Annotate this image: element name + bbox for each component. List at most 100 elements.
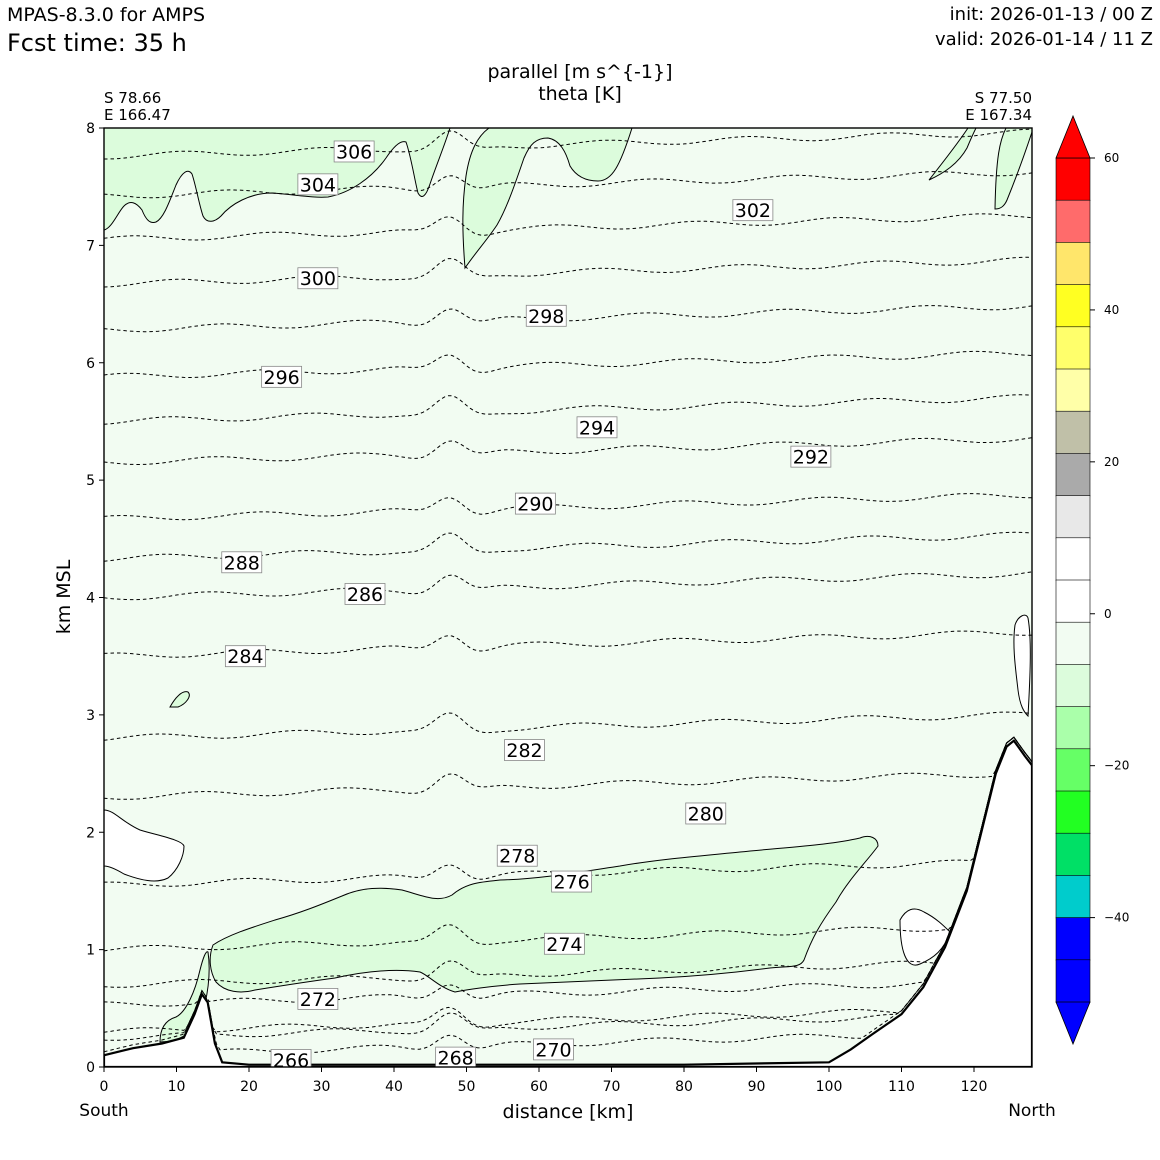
wind-shade-top-right-edge	[994, 128, 1032, 210]
theta-label-280: 280	[688, 803, 724, 825]
colorbar-segment-9	[1055, 537, 1091, 581]
theta-label-296: 296	[263, 367, 299, 389]
x-tick-label-70: 70	[603, 1079, 621, 1095]
colorbar-segment-10	[1055, 579, 1091, 623]
colorbar-segment-14	[1055, 748, 1091, 792]
theta-label-box-296	[261, 365, 303, 388]
theta-label-box-266	[270, 1049, 312, 1067]
theta-label-box-290	[514, 492, 556, 515]
x-tick-label-100: 100	[816, 1079, 843, 1095]
theta-label-box-286	[344, 583, 386, 605]
colorbar-segment-5	[1055, 368, 1091, 412]
y-tick-label-7: 7	[86, 238, 95, 254]
theta-isentrope-274	[104, 736, 1032, 988]
colorbar-segment-4	[1055, 326, 1091, 370]
y-tick-label-6: 6	[86, 356, 95, 372]
colorbar-segment-0	[1055, 157, 1091, 201]
forecast-time: Fcst time: 35 h	[7, 29, 187, 57]
colorbar-segment-2	[1055, 242, 1091, 286]
y-axis-label: km MSL	[53, 559, 75, 634]
wind-clear-left	[104, 809, 185, 882]
theta-label-272: 272	[300, 989, 336, 1011]
colorbar-segment-1	[1055, 199, 1091, 244]
theta-label-box-268	[435, 1046, 477, 1067]
x-tick-label-80: 80	[675, 1079, 693, 1095]
colorbar-segment-13	[1055, 706, 1091, 750]
theta-label-304: 304	[300, 174, 336, 196]
theta-label-298: 298	[528, 306, 564, 328]
theta-label-box-280	[685, 802, 727, 825]
colorbar-segment-17	[1055, 875, 1091, 919]
colorbar-segment-3	[1055, 284, 1091, 328]
theta-label-300: 300	[300, 268, 336, 290]
wind-shade-low-level-jet	[209, 835, 879, 993]
y-axis-ticks: 0 1 2 3 4 5 6 7 8	[86, 121, 104, 1076]
colorbar-segment-11	[1055, 621, 1091, 666]
x-tick-label-10: 10	[168, 1079, 186, 1095]
colorbar-tick-label-4: −20	[1104, 759, 1129, 773]
theta-label-box-270	[533, 1038, 574, 1061]
theta-label-270: 270	[535, 1039, 571, 1061]
x-axis-ticks: 0 10 20 30 40 50 60 70 80 90 100 110 120	[100, 1067, 987, 1095]
theta-label-box-298	[525, 304, 567, 327]
colorbar-segment-15	[1055, 790, 1091, 834]
x-axis-label: distance [km]	[503, 1101, 634, 1123]
theta-label-box-288	[221, 551, 263, 574]
theta-label-276: 276	[553, 872, 589, 894]
colorbar-segment-16	[1055, 832, 1091, 877]
y-tick-label-1: 1	[86, 943, 95, 959]
theta-label-292: 292	[793, 447, 829, 469]
south-label: South	[79, 1101, 128, 1121]
theta-isentrope-300	[104, 256, 1032, 288]
theta-isentrope-288	[104, 531, 1032, 562]
colorbar-segment-8	[1055, 495, 1091, 539]
y-tick-label-2: 2	[86, 825, 95, 841]
terrain-surface	[104, 739, 1032, 1067]
theta-label-288: 288	[224, 552, 260, 574]
theta-label-278: 278	[499, 846, 535, 868]
x-tick-label-110: 110	[888, 1079, 915, 1095]
theta-isentrope-302	[104, 213, 1032, 241]
start-lat: S 78.66	[104, 89, 161, 107]
colorbar: 60 40 20 0 −20 −40	[1055, 114, 1129, 1046]
colorbar-segment-12	[1055, 664, 1091, 708]
chart-title-line1: parallel [m s^{-1}]	[487, 61, 672, 83]
theta-label-274: 274	[546, 934, 582, 956]
wind-shade-top-center	[462, 128, 633, 270]
y-tick-label-0: 0	[86, 1060, 95, 1076]
theta-label-box-282	[504, 739, 545, 761]
theta-label-box-306	[333, 140, 375, 163]
y-tick-label-5: 5	[86, 473, 95, 489]
x-tick-label-40: 40	[385, 1079, 403, 1095]
wind-clear-right-upper	[1013, 614, 1031, 718]
valid-time: valid: 2026-01-14 / 11 Z	[935, 29, 1153, 50]
x-tick-label-0: 0	[100, 1079, 109, 1095]
colorbar-tick-label-1: 40	[1104, 303, 1119, 317]
plot-area: 266 268 270 272 274 276 278 280 282 284 286 288 290 2…	[104, 128, 1032, 1072]
theta-label-306: 306	[336, 141, 372, 163]
wind-shade-top-right	[928, 128, 977, 181]
theta-label-box-304	[297, 173, 339, 196]
y-tick-label-8: 8	[86, 121, 95, 137]
theta-label-box-276	[551, 870, 593, 893]
x-tick-label-20: 20	[240, 1079, 258, 1095]
theta-labels: 266 268 270 272 274 276 278 280 282 284 286 288 290 2…	[221, 140, 832, 1072]
colorbar-under-arrow	[1055, 1001, 1091, 1046]
y-tick-label-3: 3	[86, 708, 95, 724]
colorbar-segment-19	[1055, 959, 1091, 1003]
theta-label-box-302	[732, 199, 774, 222]
theta-label-box-272	[297, 988, 339, 1010]
north-label: North	[1008, 1101, 1056, 1121]
theta-label-box-300	[297, 267, 339, 290]
theta-isentrope-268	[104, 736, 1032, 1041]
theta-isentrope-270	[104, 736, 1032, 1033]
x-tick-label-30: 30	[313, 1079, 331, 1095]
y-tick-label-4: 4	[86, 591, 95, 607]
theta-label-box-278	[496, 844, 538, 867]
colorbar-tick-label-3: 0	[1104, 607, 1112, 621]
theta-label-266: 266	[273, 1050, 309, 1072]
colorbar-segment-6	[1055, 410, 1091, 455]
wind-shade-small-cell	[169, 691, 190, 708]
start-lon: E 166.47	[104, 106, 171, 124]
